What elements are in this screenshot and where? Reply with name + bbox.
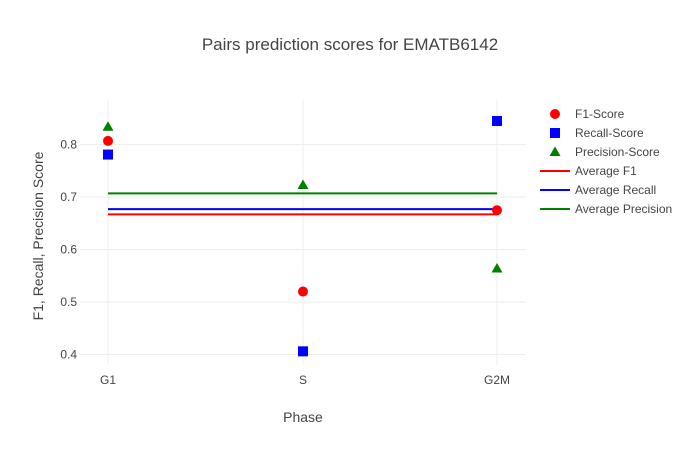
legend-item-f1-score[interactable]: F1-Score	[550, 107, 625, 121]
y-tick-label: 0.4	[60, 348, 77, 362]
point-precision-score	[491, 262, 503, 273]
legend[interactable]: F1-Score Recall-Score Precision-Score Avera…	[540, 107, 672, 216]
x-axis-ticks: G1 S G2M	[100, 373, 510, 387]
legend-label: Average Recall	[575, 183, 656, 197]
legend-label: Recall-Score	[575, 126, 644, 140]
legend-item-recall-score[interactable]: Recall-Score	[550, 126, 644, 140]
legend-label: Precision-Score	[575, 145, 660, 159]
markers-layer	[102, 115, 503, 357]
y-tick-label: 0.8	[60, 138, 77, 152]
legend-label: Average Precision	[575, 202, 672, 216]
legend-marker-swatch	[549, 146, 561, 156]
legend-label: F1-Score	[575, 107, 625, 121]
y-tick-label: 0.7	[60, 190, 77, 204]
point-f1-score	[492, 205, 502, 216]
x-axis-title: Phase	[283, 409, 323, 425]
y-axis-title: F1, Recall, Precision Score	[30, 151, 46, 320]
y-tick-label: 0.6	[60, 243, 77, 257]
x-tick-label: G2M	[484, 373, 510, 387]
legend-marker-swatch	[550, 109, 560, 119]
x-tick-label: G1	[100, 373, 116, 387]
legend-marker-swatch	[550, 128, 560, 138]
point-f1-score	[103, 135, 113, 146]
x-tick-label: S	[299, 373, 307, 387]
y-axis-ticks: 0.4 0.5 0.6 0.7 0.8	[60, 138, 77, 362]
point-recall-score	[298, 346, 308, 357]
point-recall-score	[103, 149, 113, 160]
point-precision-score	[297, 179, 309, 190]
legend-item-average-f1[interactable]: Average F1	[540, 164, 637, 178]
y-tick-label: 0.5	[60, 295, 77, 309]
point-recall-score	[492, 115, 502, 126]
average-lines-layer	[108, 192, 497, 216]
grid-layer	[80, 100, 526, 365]
point-f1-score	[298, 286, 308, 297]
legend-label: Average F1	[575, 164, 637, 178]
legend-item-precision-score[interactable]: Precision-Score	[549, 145, 661, 159]
legend-item-average-recall[interactable]: Average Recall	[540, 183, 656, 197]
chart-title: Pairs prediction scores for EMATB6142	[202, 35, 498, 54]
legend-item-average-precision[interactable]: Average Precision	[540, 202, 672, 216]
point-precision-score	[102, 121, 114, 131]
